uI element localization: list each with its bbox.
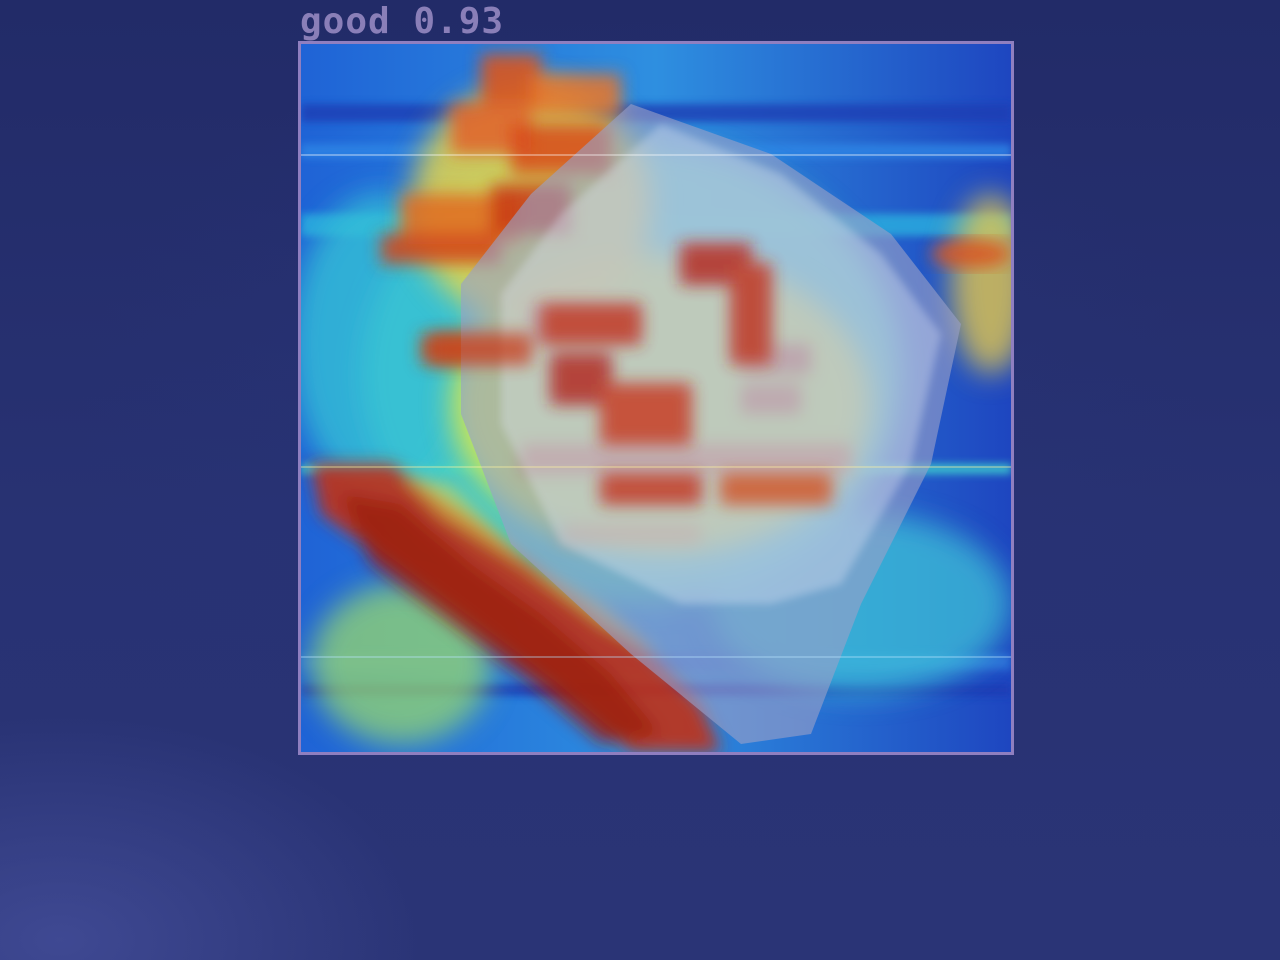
- detection-label: good 0.93: [300, 1, 505, 42]
- detection-box: [298, 41, 1014, 755]
- heatmap-overlay: [301, 44, 1011, 752]
